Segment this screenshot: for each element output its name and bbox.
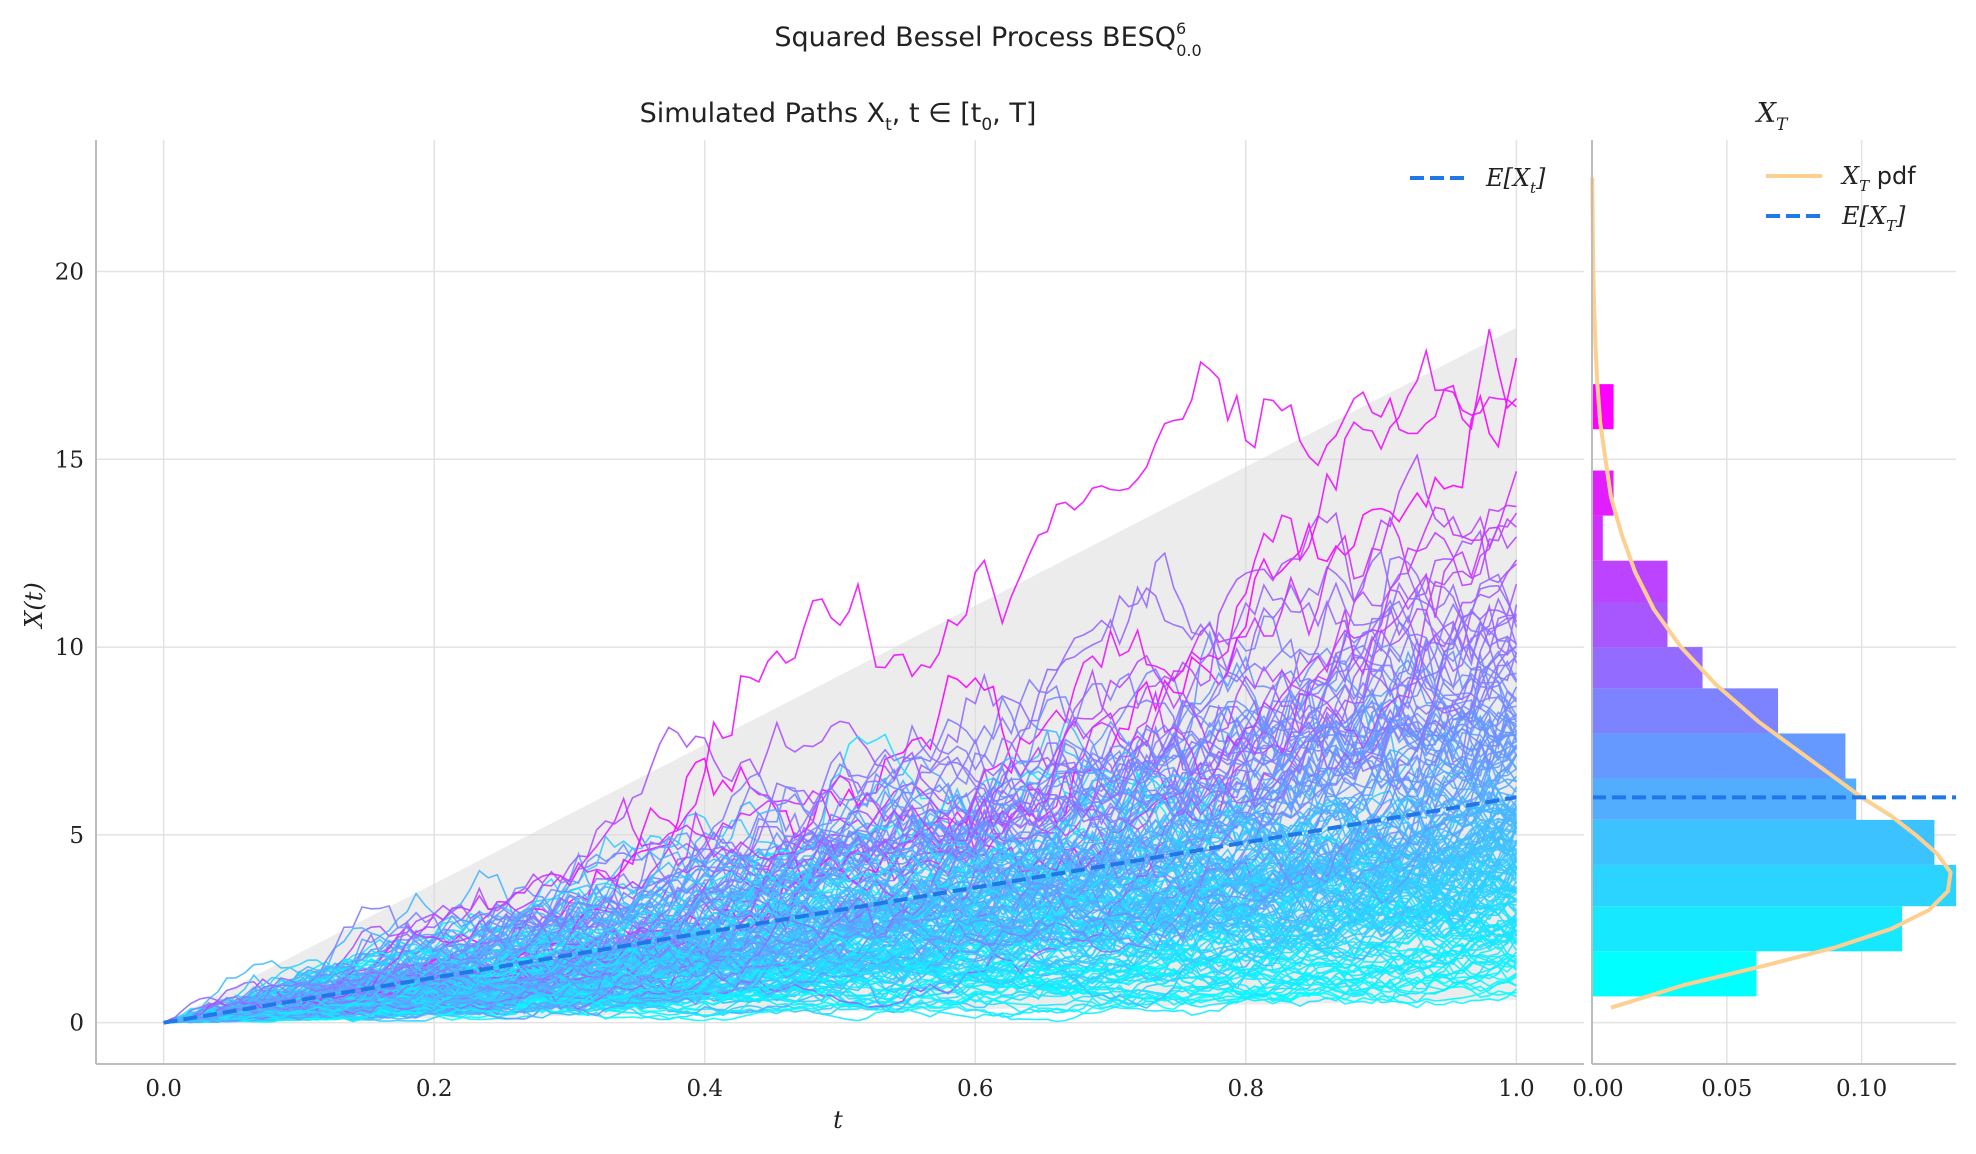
x-tick-label: 0.8 — [1228, 1076, 1265, 1102]
paths-axes — [95, 140, 1584, 1065]
simulated-path — [163, 704, 1518, 1024]
simulated-path — [163, 694, 1517, 1024]
legend-side-mean-label: E[XT] — [1841, 202, 1906, 235]
simulated-path — [163, 816, 1517, 1024]
simulated-path — [163, 583, 1517, 1024]
histogram-bar — [1592, 906, 1903, 952]
x-tick-label: 0.2 — [416, 1076, 453, 1102]
simulated-path — [163, 581, 1517, 1024]
simulated-path — [163, 504, 1517, 1024]
simulated-path — [163, 512, 1518, 1024]
side-x-tick-label: 0.00 — [1572, 1076, 1623, 1102]
histogram-bar — [1592, 864, 1956, 907]
side-x-tick-label: 0.05 — [1701, 1076, 1752, 1102]
simulated-path — [163, 638, 1518, 1024]
y-tick-label: 15 — [55, 447, 84, 473]
y-axis-label: X(t) — [20, 582, 48, 629]
simulated-path — [163, 956, 1517, 1024]
histogram-bar — [1592, 647, 1703, 689]
simulated-path — [163, 620, 1517, 1024]
simulated-path — [163, 551, 1518, 1024]
legend-pdf-label: XT pdf — [1840, 162, 1916, 195]
simulated-path — [163, 723, 1518, 1024]
simulated-path — [163, 716, 1517, 1024]
x-tick-label: 1.0 — [1498, 1076, 1535, 1102]
y-tick-label: 10 — [55, 635, 84, 661]
simulated-path — [163, 781, 1517, 1024]
simulated-path — [163, 794, 1518, 1024]
x-tick-label: 0.0 — [145, 1076, 182, 1102]
simulated-path — [163, 769, 1517, 1024]
x-tick-label: 0.6 — [957, 1076, 994, 1102]
y-tick-label: 5 — [69, 823, 84, 849]
paths-legend: E[Xt] — [1410, 164, 1546, 197]
simulated-path — [163, 872, 1517, 1024]
simulated-path — [163, 674, 1517, 1024]
side-panel-title: XT — [1755, 98, 1789, 135]
pdf-line — [1590, 177, 1953, 1010]
terminal-distribution-panel: XT 0.00 0.05 0.10 XT pdf E[XT] — [1572, 98, 1956, 1102]
simulated-path — [163, 875, 1517, 1024]
side-ticks: 0.00 0.05 0.10 — [1572, 1076, 1887, 1102]
simulated-path — [163, 787, 1518, 1024]
simulated-path — [163, 761, 1517, 1024]
y-tick-label: 0 — [69, 1011, 84, 1037]
legend-mean-label: E[Xt] — [1485, 164, 1546, 197]
histogram-bar — [1592, 515, 1603, 561]
figure-suptitle: Squared Bessel Process BESQ6 0.0 — [774, 19, 1201, 60]
side-axes — [1591, 140, 1956, 1065]
paths-panel: Simulated Paths Xt, t ∈ [t0, T] 0.0 0.2 0.… — [20, 98, 1584, 1134]
pdf-curve — [1590, 177, 1953, 1010]
histogram-bar — [1592, 560, 1668, 602]
side-x-tick-label: 0.10 — [1836, 1076, 1887, 1102]
x-axis-label: t — [833, 1106, 843, 1134]
histogram-bar — [1592, 819, 1935, 865]
simulated-path — [163, 885, 1517, 1024]
histogram-bar — [1592, 384, 1614, 430]
simulated-path — [163, 740, 1517, 1024]
simulated-path — [163, 794, 1517, 1024]
paths-panel-title: Simulated Paths Xt, t ∈ [t0, T] — [640, 98, 1037, 135]
x-tick-label: 0.4 — [686, 1076, 723, 1102]
histogram-bars — [1592, 384, 1956, 997]
simulated-path — [163, 712, 1518, 1024]
histogram-bar — [1592, 602, 1668, 648]
side-legend: XT pdf E[XT] — [1766, 162, 1916, 235]
simulated-path — [163, 471, 1518, 1024]
simulated-path — [163, 935, 1517, 1024]
expected-value-line — [163, 795, 1517, 1025]
paths-mean-line — [163, 795, 1517, 1025]
simulated-path — [163, 753, 1518, 1024]
paths-ticks: 0.0 0.2 0.4 0.6 0.8 1.0 0 5 10 15 20 — [55, 259, 1535, 1102]
simulated-path — [163, 587, 1518, 1024]
simulated-paths — [163, 328, 1518, 1024]
y-tick-label: 20 — [55, 259, 84, 285]
histogram-bar — [1592, 688, 1779, 734]
